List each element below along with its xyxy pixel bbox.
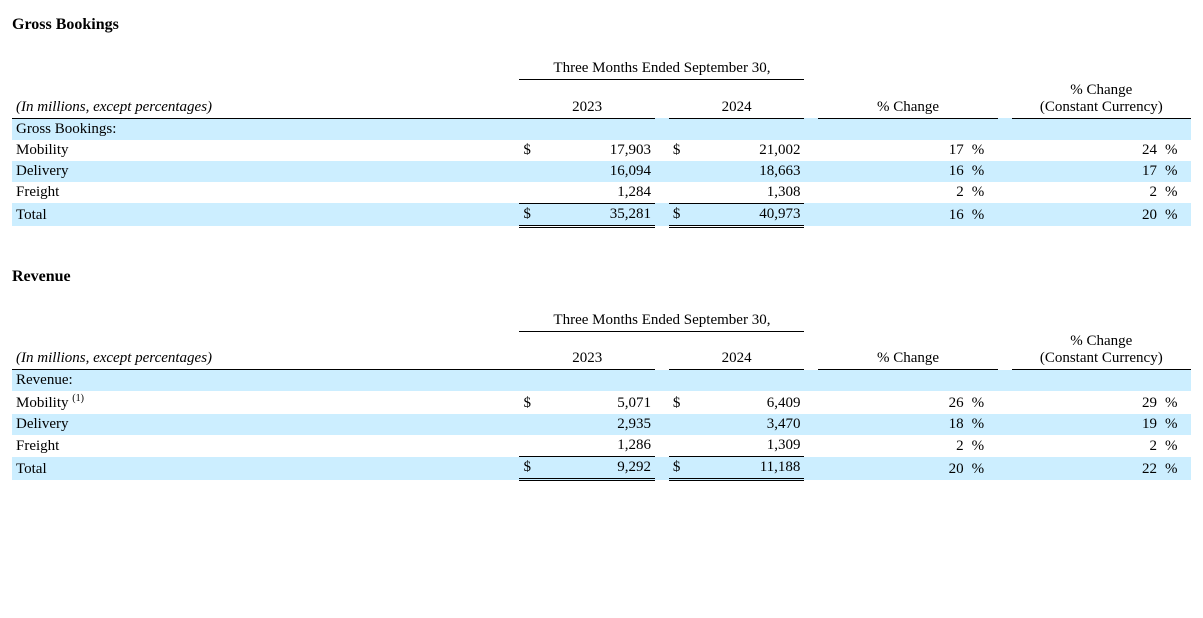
col-header-pct-change: % Change [818,331,997,370]
period-header: Three Months Ended September 30, [519,310,804,332]
category-label: Revenue: [12,370,519,392]
total-label: Total [12,457,519,480]
cell-value: 2 [818,182,967,204]
cell-value: 2 [1012,435,1161,457]
cell-value: 24 [1012,140,1161,161]
total-row: Total $ 35,281 $ 40,973 16 % 20 % [12,203,1191,226]
cell-value: 6,409 [695,391,805,414]
cell-value: 17,903 [545,140,655,161]
column-header-row: (In millions, except percentages) 2023 2… [12,331,1191,370]
percent-symbol: % [968,203,998,226]
units-note: (In millions, except percentages) [12,331,519,370]
percent-symbol: % [968,414,998,435]
percent-symbol: % [968,182,998,204]
percent-symbol: % [968,457,998,480]
currency-symbol: $ [669,391,695,414]
cell-value: 16 [818,161,967,182]
revenue-table: Three Months Ended September 30, (In mil… [12,310,1191,482]
cell-value: 2 [1012,182,1161,204]
cell-value: 2,935 [545,414,655,435]
section-title-gross-bookings: Gross Bookings [12,16,1191,34]
row-label-text: Mobility [16,395,69,411]
cell-value: 2 [818,435,967,457]
cell-value: 1,309 [695,435,805,457]
col-header-cc-change: % Change (Constant Currency) [1012,80,1191,119]
cell-value: 21,002 [695,140,805,161]
cell-value: 17 [1012,161,1161,182]
cell-value: 16 [818,203,967,226]
cell-value: 22 [1012,457,1161,480]
currency-symbol: $ [519,140,545,161]
cell-value: 11,188 [695,457,805,480]
total-label: Total [12,203,519,226]
currency-symbol: $ [669,203,695,226]
row-label: Delivery [12,414,519,435]
table-row: Delivery 16,094 18,663 16 % 17 % [12,161,1191,182]
period-header-row: Three Months Ended September 30, [12,58,1191,80]
percent-symbol: % [1161,140,1191,161]
category-label: Gross Bookings: [12,118,519,140]
cell-value: 20 [818,457,967,480]
cell-value: 17 [818,140,967,161]
currency-symbol: $ [669,140,695,161]
cell-value: 9,292 [545,457,655,480]
cell-value: 1,284 [545,182,655,204]
row-label: Delivery [12,161,519,182]
cell-value: 16,094 [545,161,655,182]
table-row: Mobility $ 17,903 $ 21,002 17 % 24 % [12,140,1191,161]
cell-value: 26 [818,391,967,414]
col-header-2024: 2024 [669,331,805,370]
percent-symbol: % [968,161,998,182]
col-header-2024: 2024 [669,80,805,119]
gross-bookings-table: Three Months Ended September 30, (In mil… [12,58,1191,228]
cell-value: 29 [1012,391,1161,414]
percent-symbol: % [1161,182,1191,204]
cell-value: 40,973 [695,203,805,226]
cell-value: 5,071 [545,391,655,414]
cell-value: 35,281 [545,203,655,226]
col-header-2023: 2023 [519,80,655,119]
table-row: Freight 1,286 1,309 2 % 2 % [12,435,1191,457]
cell-value: 1,286 [545,435,655,457]
col-header-cc-change: % Change (Constant Currency) [1012,331,1191,370]
category-row-revenue: Revenue: [12,370,1191,392]
row-label: Mobility (1) [12,391,519,414]
percent-symbol: % [968,435,998,457]
cell-value: 19 [1012,414,1161,435]
cell-value: 3,470 [695,414,805,435]
percent-symbol: % [1161,203,1191,226]
col-header-2023: 2023 [519,331,655,370]
table-row: Mobility (1) $ 5,071 $ 6,409 26 % 29 % [12,391,1191,414]
footnote-marker: (1) [72,393,84,404]
row-label: Mobility [12,140,519,161]
percent-symbol: % [968,391,998,414]
percent-symbol: % [968,140,998,161]
category-row-gross-bookings: Gross Bookings: [12,118,1191,140]
units-note: (In millions, except percentages) [12,80,519,119]
table-row: Freight 1,284 1,308 2 % 2 % [12,182,1191,204]
currency-symbol: $ [519,203,545,226]
period-header-row: Three Months Ended September 30, [12,310,1191,332]
cell-value: 20 [1012,203,1161,226]
total-row: Total $ 9,292 $ 11,188 20 % 22 % [12,457,1191,480]
section-title-revenue: Revenue [12,268,1191,286]
cell-value: 1,308 [695,182,805,204]
cell-value: 18,663 [695,161,805,182]
percent-symbol: % [1161,161,1191,182]
percent-symbol: % [1161,391,1191,414]
col-header-pct-change: % Change [818,80,997,119]
currency-symbol: $ [669,457,695,480]
currency-symbol: $ [519,391,545,414]
cell-value: 18 [818,414,967,435]
percent-symbol: % [1161,457,1191,480]
row-label: Freight [12,182,519,204]
currency-symbol: $ [519,457,545,480]
table-row: Delivery 2,935 3,470 18 % 19 % [12,414,1191,435]
percent-symbol: % [1161,414,1191,435]
row-label: Freight [12,435,519,457]
column-header-row: (In millions, except percentages) 2023 2… [12,80,1191,119]
period-header: Three Months Ended September 30, [519,58,804,80]
percent-symbol: % [1161,435,1191,457]
